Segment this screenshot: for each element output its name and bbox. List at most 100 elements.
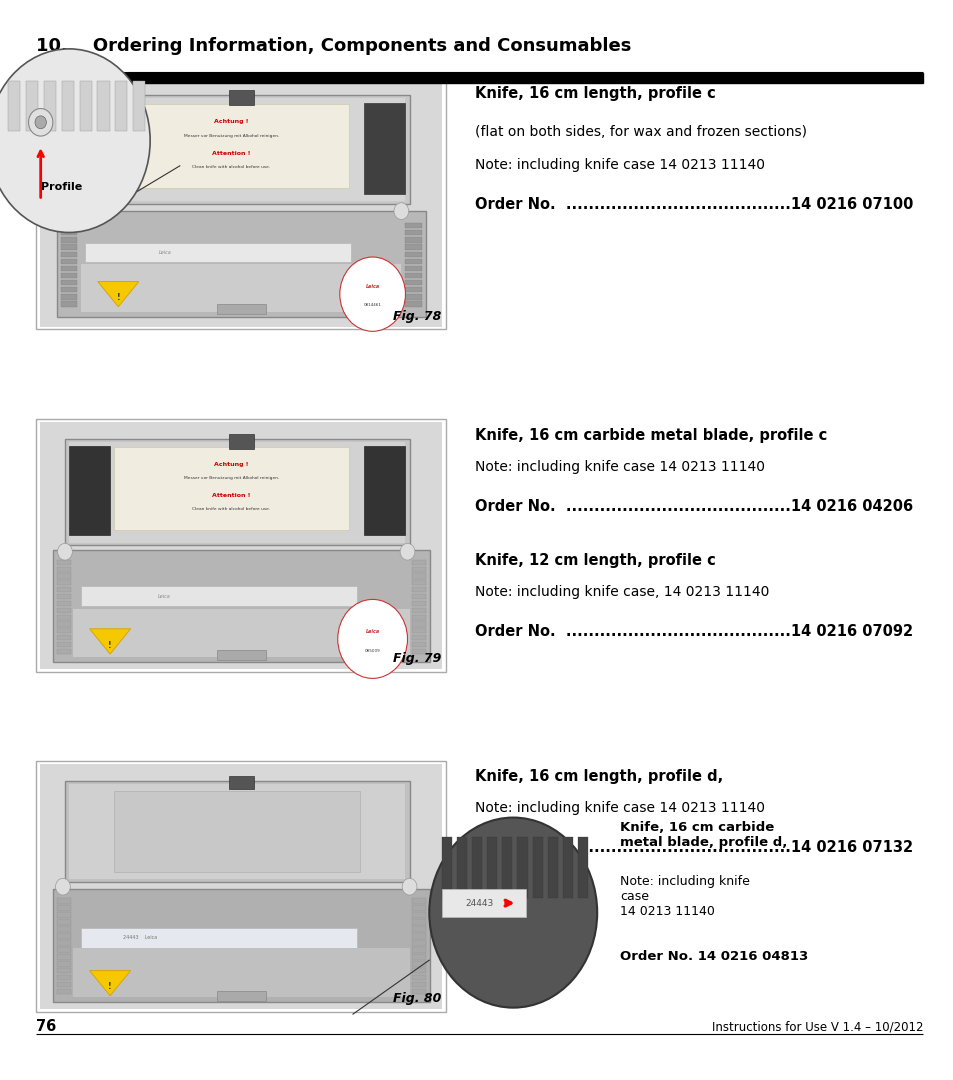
Bar	[405, 259, 421, 264]
Text: Knife, 16 cm carbide
metal blade, profile d,: Knife, 16 cm carbide metal blade, profil…	[619, 821, 786, 849]
Bar	[411, 567, 426, 571]
Bar	[56, 600, 71, 606]
Bar	[40, 421, 442, 670]
Text: Messer vor Benutzung mit Alkohol reinigen.: Messer vor Benutzung mit Alkohol reinige…	[184, 134, 278, 137]
Bar	[56, 594, 71, 599]
Bar	[411, 975, 426, 981]
Bar	[69, 98, 405, 201]
Bar	[61, 301, 77, 307]
Bar	[441, 889, 525, 917]
Text: 085009: 085009	[364, 649, 380, 652]
Text: Fig. 79: Fig. 79	[393, 652, 441, 665]
Bar	[405, 295, 421, 299]
Text: 24443    Leica: 24443 Leica	[123, 935, 157, 941]
Bar	[56, 913, 71, 918]
Text: !: !	[109, 983, 112, 991]
Bar	[56, 642, 71, 647]
Text: Note: including knife case 14 0213 11140: Note: including knife case 14 0213 11140	[475, 158, 764, 172]
Text: 76: 76	[36, 1018, 56, 1034]
Bar	[411, 621, 426, 626]
Bar	[405, 230, 421, 235]
Text: Clean knife with alcohol before use.: Clean knife with alcohol before use.	[192, 507, 271, 511]
Bar	[115, 81, 128, 132]
Text: Order No.  ........................................14 0216 04206: Order No. ..............................…	[475, 499, 912, 514]
Text: 0814461: 0814461	[363, 303, 381, 308]
Bar	[411, 594, 426, 599]
Bar	[405, 252, 421, 257]
Bar	[56, 982, 71, 987]
Bar	[61, 280, 77, 285]
Text: Instructions for Use V 1.4 – 10/2012: Instructions for Use V 1.4 – 10/2012	[711, 1021, 923, 1034]
Bar	[411, 969, 426, 973]
Bar	[61, 273, 77, 279]
Text: Leica: Leica	[159, 249, 172, 255]
Bar	[56, 961, 71, 967]
Bar	[56, 567, 71, 571]
Circle shape	[62, 203, 76, 219]
Bar	[456, 837, 467, 899]
Bar	[411, 913, 426, 918]
Bar	[547, 837, 558, 899]
Bar	[97, 81, 110, 132]
Bar	[502, 837, 512, 899]
Bar	[411, 961, 426, 967]
Text: Leica: Leica	[157, 594, 171, 598]
Circle shape	[394, 203, 408, 219]
Text: 24443: 24443	[465, 899, 493, 907]
Bar	[411, 559, 426, 565]
Bar	[56, 905, 71, 910]
Text: !: !	[109, 640, 112, 650]
Bar	[56, 649, 71, 654]
Text: Fig. 78: Fig. 78	[393, 310, 441, 323]
Text: Knife, 16 cm length, profile d,: Knife, 16 cm length, profile d,	[475, 769, 722, 784]
Bar	[216, 305, 266, 314]
Bar	[405, 280, 421, 285]
Bar	[229, 434, 253, 449]
Bar	[65, 95, 409, 203]
Text: Fig. 80: Fig. 80	[393, 993, 441, 1005]
Text: Knife, 16 cm length, profile c: Knife, 16 cm length, profile c	[475, 86, 715, 102]
Bar	[56, 955, 71, 959]
Bar	[229, 91, 253, 106]
Bar	[411, 573, 426, 579]
Bar	[114, 104, 348, 189]
Bar	[411, 905, 426, 910]
Bar	[81, 265, 401, 312]
Text: Order No.  ........................................14 0216 07100: Order No. ..............................…	[475, 197, 913, 212]
Bar	[61, 295, 77, 299]
Circle shape	[55, 878, 71, 895]
Text: Messer vor Benutzung mit Alkohol reinigen.: Messer vor Benutzung mit Alkohol reinige…	[184, 476, 278, 481]
Bar	[26, 81, 38, 132]
Bar	[411, 615, 426, 620]
Bar	[61, 238, 77, 243]
Bar	[411, 600, 426, 606]
Bar	[411, 933, 426, 939]
Bar	[517, 837, 527, 899]
Bar	[405, 287, 421, 293]
Bar	[56, 927, 71, 932]
Bar	[56, 947, 71, 953]
Bar	[216, 991, 266, 1001]
Bar	[69, 446, 110, 536]
Bar	[411, 989, 426, 995]
Text: Note: including knife
case
14 0213 11140: Note: including knife case 14 0213 11140	[619, 875, 749, 918]
Bar	[69, 103, 110, 193]
Circle shape	[339, 257, 405, 332]
Bar	[411, 941, 426, 946]
Text: Note: including knife case 14 0213 11140: Note: including knife case 14 0213 11140	[475, 460, 764, 474]
Polygon shape	[98, 282, 139, 307]
Bar	[56, 933, 71, 939]
Bar	[56, 975, 71, 981]
Bar	[56, 621, 71, 626]
Bar	[532, 837, 542, 899]
Text: Knife, 16 cm carbide metal blade, profile c: Knife, 16 cm carbide metal blade, profil…	[475, 428, 826, 443]
Text: Clean knife with alcohol before use.: Clean knife with alcohol before use.	[192, 165, 271, 168]
Bar	[411, 899, 426, 904]
Bar	[411, 927, 426, 932]
Text: Order No. 14 0216 04813: Order No. 14 0216 04813	[619, 950, 807, 963]
Bar	[36, 78, 446, 329]
Text: Attention !: Attention !	[212, 150, 251, 156]
Bar	[61, 224, 77, 228]
Bar	[56, 608, 71, 613]
Bar	[405, 266, 421, 271]
